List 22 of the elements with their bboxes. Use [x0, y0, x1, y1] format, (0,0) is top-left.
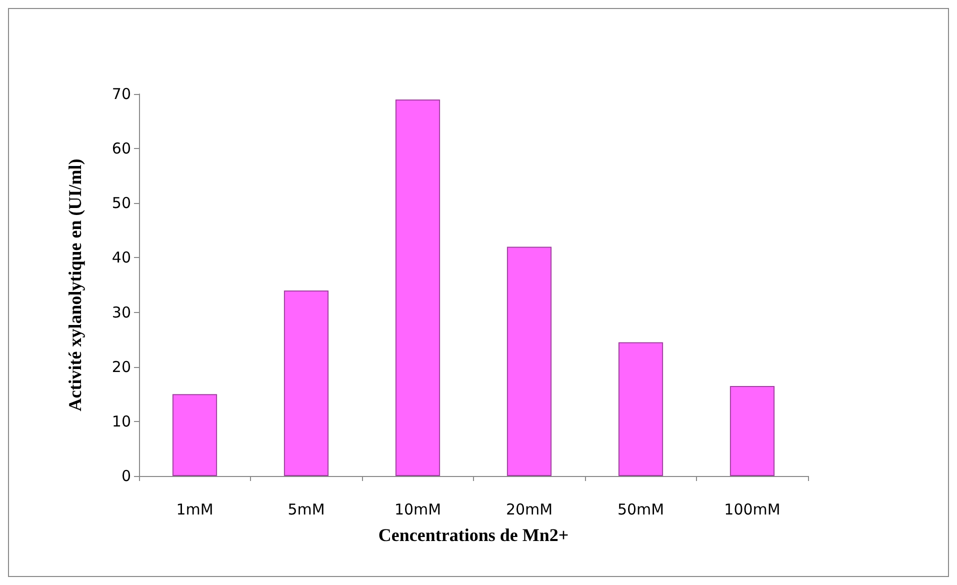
x-tick-label: 5mM: [288, 500, 325, 518]
x-tick-label: 20mM: [506, 500, 553, 518]
y-tick-label: 60: [112, 140, 131, 158]
bar: [618, 342, 664, 476]
x-axis-title: Cencentrations de Mn2+: [378, 525, 569, 545]
y-tick-label: 10: [112, 412, 131, 430]
x-tick-label: 100mM: [724, 500, 780, 518]
x-tick-label: 10mM: [394, 500, 442, 518]
y-tick-label: 20: [112, 358, 131, 376]
x-tick-label: 50mM: [617, 500, 664, 518]
y-tick-label: 40: [112, 248, 131, 267]
y-tick-label: 70: [112, 85, 131, 103]
y-tick-label: 30: [112, 303, 131, 322]
bar: [730, 386, 775, 476]
bar: [172, 394, 218, 476]
y-tick-label: 50: [112, 194, 131, 212]
bar: [284, 290, 329, 476]
bar: [506, 246, 552, 476]
x-tick-label: 1mM: [176, 500, 214, 518]
bar: [395, 99, 440, 476]
y-axis-title: Activité xylanolytique en (UI/ml): [65, 158, 85, 412]
y-tick-label: 0: [121, 467, 131, 485]
